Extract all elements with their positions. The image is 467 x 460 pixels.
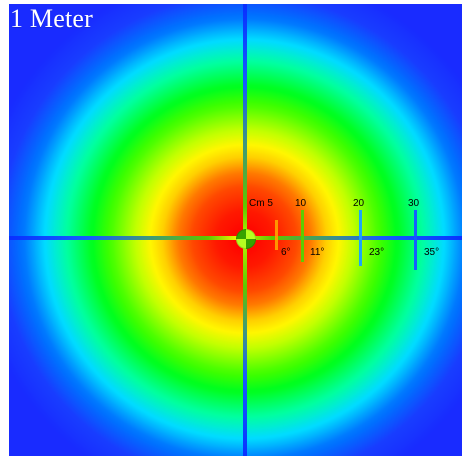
crosshair-horizontal (9, 236, 462, 240)
page-title: 1 Meter (10, 4, 93, 33)
angle-label-23: 23° (369, 247, 385, 258)
distance-tick-30 (414, 210, 417, 270)
angle-label-35: 35° (424, 247, 440, 258)
distance-tick-10 (301, 210, 304, 262)
center-marker-icon (236, 229, 256, 249)
distance-label-10: 10 (295, 198, 307, 209)
distance-label-20: 20 (353, 198, 365, 209)
distance-label-30: 30 (408, 198, 420, 209)
angle-label-11: 11° (310, 247, 325, 258)
distance-tick-20 (359, 210, 362, 266)
distance-tick-5 (275, 220, 278, 250)
distance-unit: Cm (249, 198, 265, 209)
distance-label-5: Cm 5 (249, 199, 273, 209)
angle-label-6: 6° (281, 247, 291, 258)
distance-value-5: 5 (267, 198, 273, 209)
beam-intensity-map: Cm 5 10 20 30 40 6° 11° 23° 35° (9, 4, 462, 456)
